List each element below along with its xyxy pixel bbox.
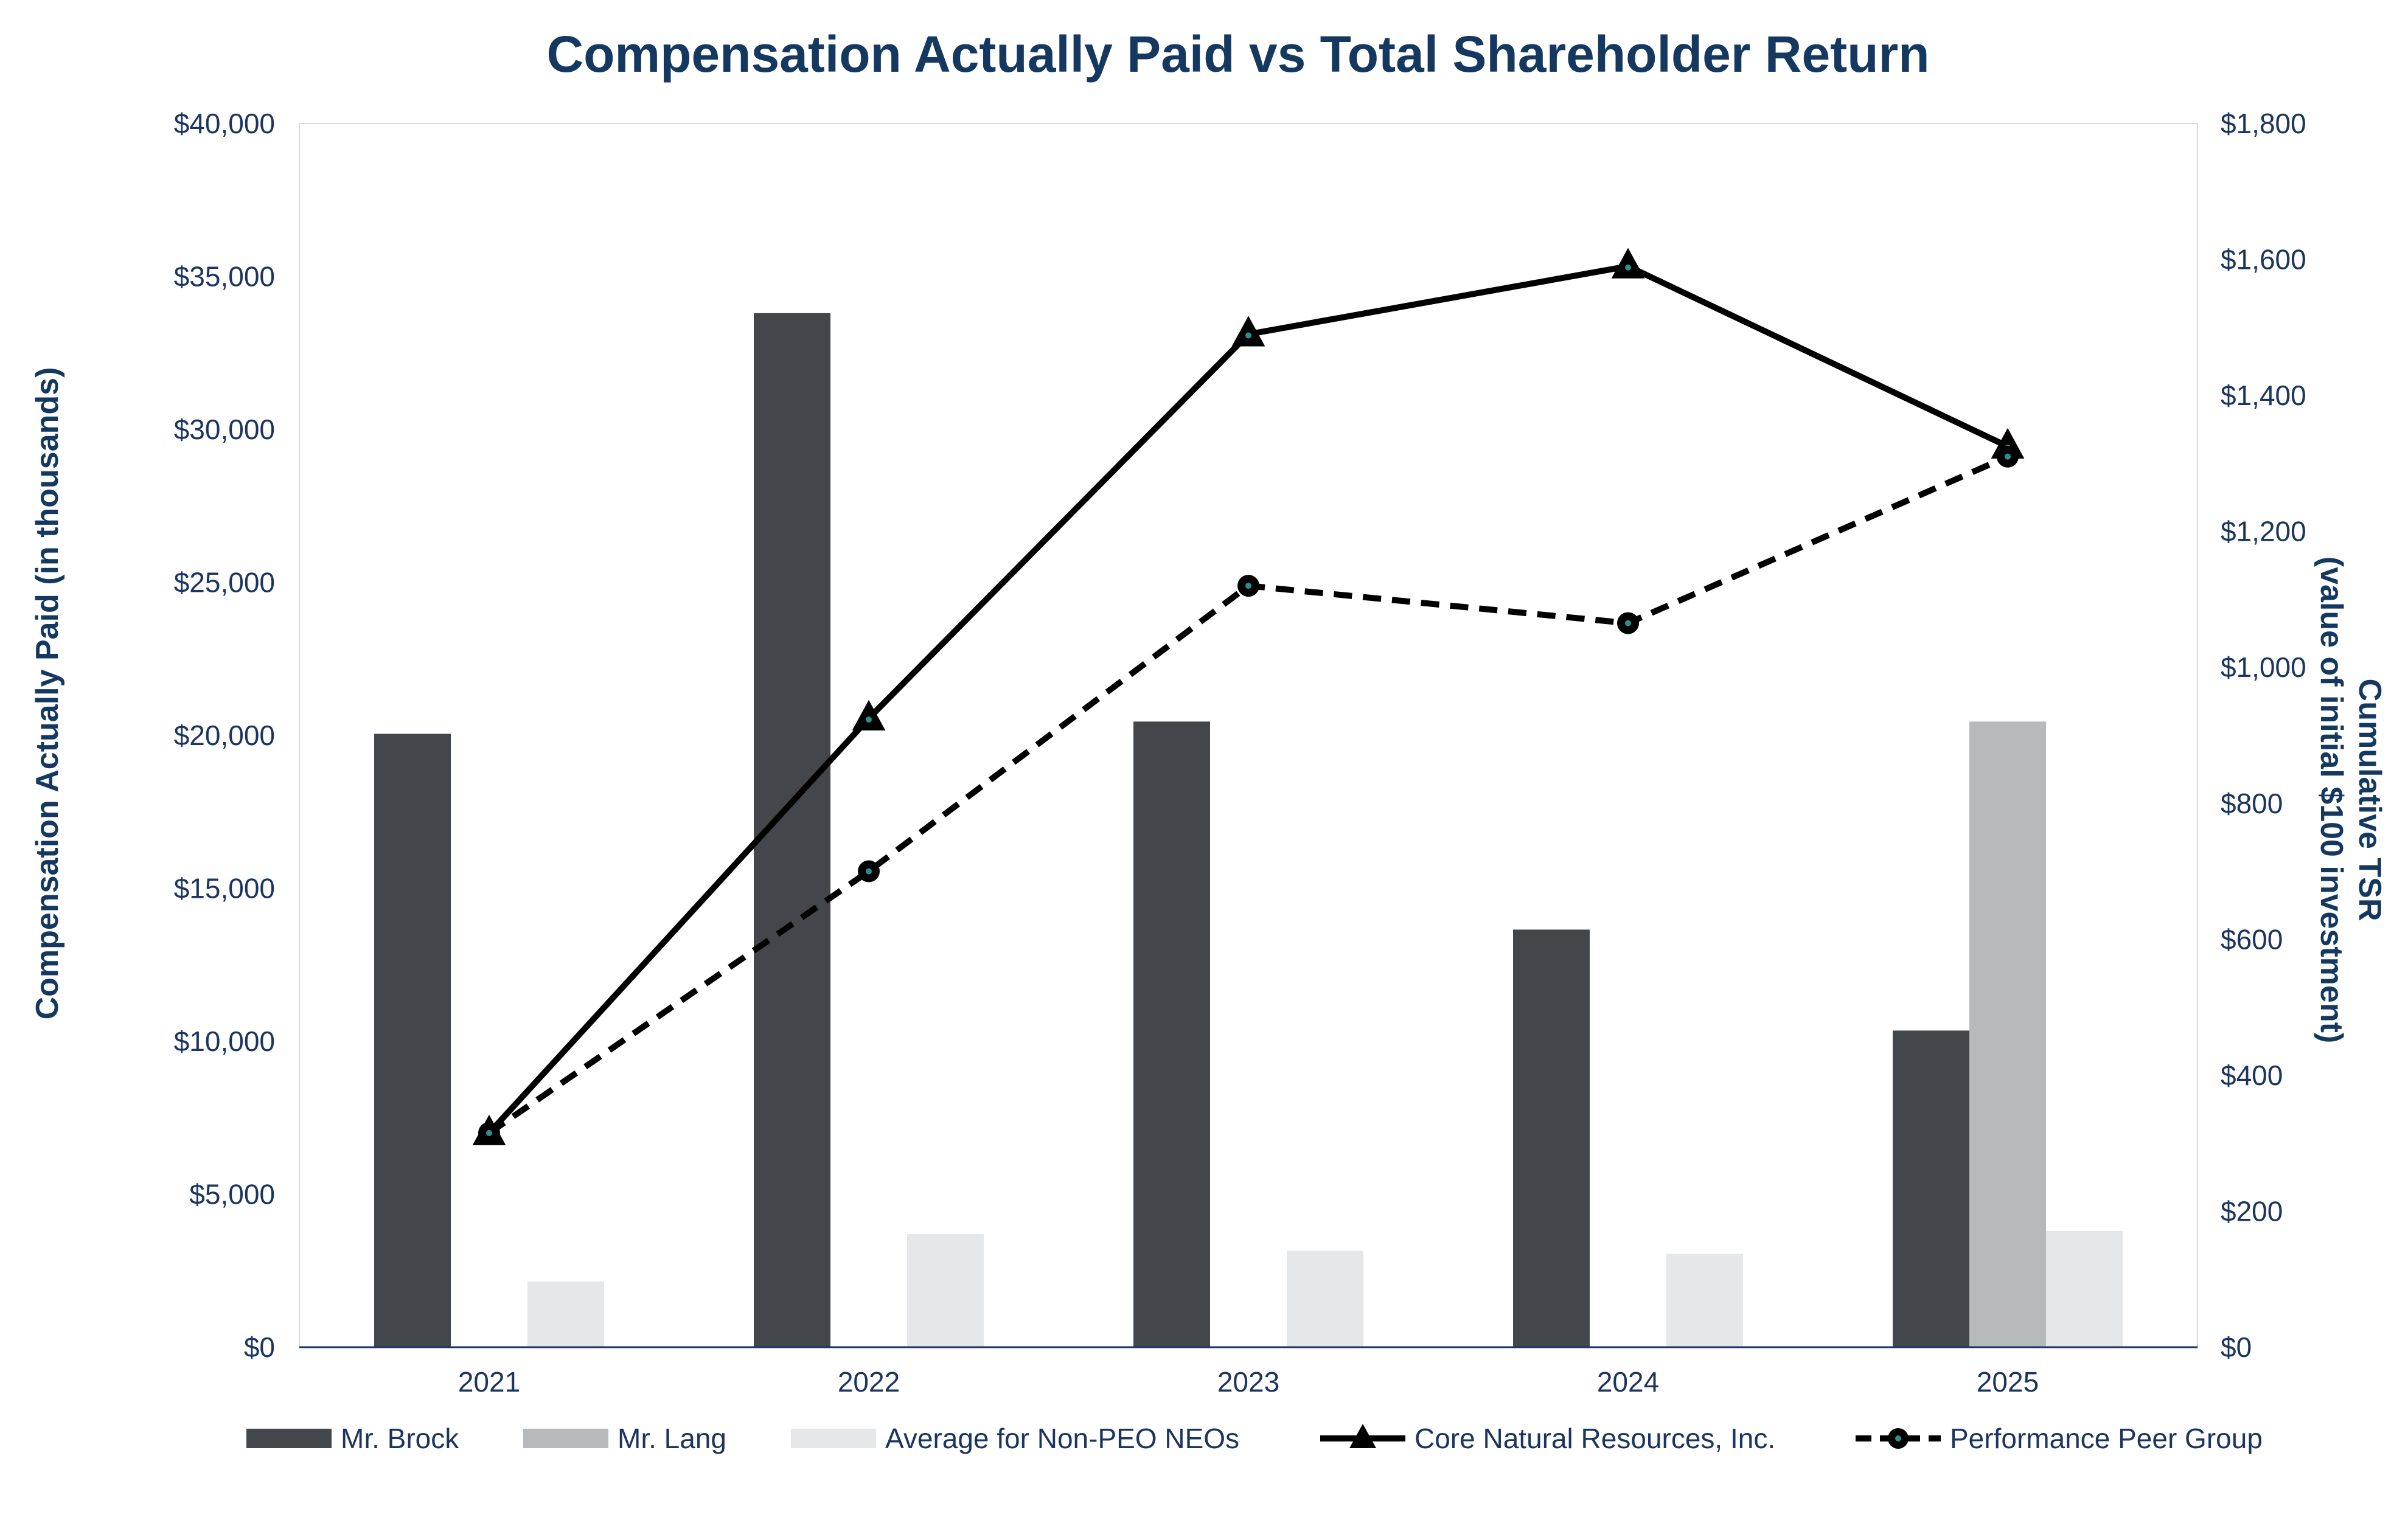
y2-tick-label: $600 bbox=[2221, 923, 2283, 955]
x-tick-label-2021: 2021 bbox=[458, 1366, 520, 1398]
legend-marker-core-natural-resources-inc- bbox=[1349, 1424, 1376, 1448]
bar-average-for-non-peo-neos-2024 bbox=[1666, 1254, 1743, 1347]
y-tick-label: $0 bbox=[244, 1331, 275, 1363]
y2-tick-label: $1,200 bbox=[2221, 516, 2306, 547]
y2-tick-label: $1,800 bbox=[2221, 108, 2306, 139]
lines-layer bbox=[472, 248, 2025, 1145]
chart-title: Compensation Actually Paid vs Total Shar… bbox=[546, 26, 1929, 83]
y2-tick-label: $1,400 bbox=[2221, 380, 2306, 411]
y2-tick-label: $0 bbox=[2221, 1331, 2252, 1363]
marker-center-performance-peer-group-2021 bbox=[486, 1129, 492, 1136]
marker-center-core-natural-resources-inc--2022 bbox=[866, 716, 872, 723]
legend: Mr. Brock Mr. Lang Average for Non-PEO NEO… bbox=[246, 1423, 2263, 1454]
y-tick-label: $20,000 bbox=[174, 720, 275, 751]
y-tick-label: $30,000 bbox=[174, 414, 275, 445]
y-tick-label: $15,000 bbox=[174, 873, 275, 904]
legend-swatch-mr-brock bbox=[246, 1429, 332, 1448]
bar-average-for-non-peo-neos-2021 bbox=[527, 1281, 604, 1347]
y-tick-label: $35,000 bbox=[174, 261, 275, 293]
marker-center-performance-peer-group-2024 bbox=[1625, 620, 1631, 626]
line-performance-peer-group bbox=[487, 454, 2010, 1136]
y2-tick-label: $200 bbox=[2221, 1195, 2283, 1227]
x-tick-label-2023: 2023 bbox=[1217, 1366, 1279, 1398]
marker-center-core-natural-resources-inc--2024 bbox=[1625, 264, 1631, 271]
marker-center-performance-peer-group-2022 bbox=[866, 868, 872, 875]
bar-average-for-non-peo-neos-2022 bbox=[907, 1233, 984, 1347]
bar-mr-brock-2023 bbox=[1133, 721, 1210, 1347]
legend-label-average-for-non-peo-neos: Average for Non-PEO NEOs bbox=[885, 1423, 1239, 1454]
marker-core-natural-resources-inc--2022 bbox=[852, 699, 886, 731]
x-tick-label-2025: 2025 bbox=[1977, 1366, 2039, 1398]
bars-layer bbox=[374, 313, 2123, 1347]
y-axis-title: Compensation Actually Paid (in thousands… bbox=[30, 367, 65, 1020]
bar-mr-brock-2024 bbox=[1513, 929, 1590, 1347]
marker-core-natural-resources-inc--2024 bbox=[1611, 248, 1645, 279]
bar-mr-brock-2025 bbox=[1893, 1030, 1969, 1347]
x-tick-label-2024: 2024 bbox=[1597, 1366, 1659, 1398]
legend-label-core-natural-resources-inc-: Core Natural Resources, Inc. bbox=[1415, 1423, 1775, 1454]
y2-tick-label: $1,000 bbox=[2221, 651, 2306, 683]
marker-core-natural-resources-inc--2023 bbox=[1231, 316, 1265, 347]
marker-center-core-natural-resources-inc--2023 bbox=[1245, 332, 1251, 339]
axes-layer: $0 $5,000 $10,000 $15,000 $20,000 $25,000 $30,… bbox=[174, 108, 2306, 1398]
bar-mr-lang-2025 bbox=[1969, 721, 2046, 1347]
y-tick-label: $25,000 bbox=[174, 567, 275, 598]
bar-mr-brock-2021 bbox=[374, 734, 451, 1347]
y2-axis-title-line2: (value of initial $100 investment) bbox=[2314, 557, 2349, 1043]
line-core-natural-resources-inc- bbox=[487, 263, 2010, 1136]
bar-average-for-non-peo-neos-2025 bbox=[2046, 1230, 2123, 1347]
legend-label-mr-brock: Mr. Brock bbox=[341, 1423, 459, 1454]
y-tick-label: $40,000 bbox=[174, 108, 275, 139]
y2-tick-label: $400 bbox=[2221, 1060, 2283, 1091]
bar-average-for-non-peo-neos-2023 bbox=[1287, 1250, 1363, 1347]
x-tick-label-2022: 2022 bbox=[838, 1366, 900, 1398]
y2-tick-label: $800 bbox=[2221, 788, 2283, 819]
legend-label-mr-lang: Mr. Lang bbox=[618, 1423, 726, 1454]
y2-axis-title-line1: Cumulative TSR bbox=[2352, 679, 2387, 921]
legend-label-performance-peer-group: Performance Peer Group bbox=[1950, 1423, 2263, 1454]
y2-tick-label: $1,600 bbox=[2221, 244, 2306, 276]
legend-marker-center-performance-peer-group bbox=[1895, 1435, 1901, 1441]
y-tick-label: $5,000 bbox=[189, 1179, 275, 1210]
legend-swatch-average-for-non-peo-neos bbox=[791, 1429, 876, 1448]
legend-swatch-mr-lang bbox=[523, 1429, 608, 1448]
marker-center-performance-peer-group-2025 bbox=[2005, 453, 2011, 460]
y-tick-label: $10,000 bbox=[174, 1025, 275, 1057]
marker-center-performance-peer-group-2023 bbox=[1245, 583, 1251, 589]
